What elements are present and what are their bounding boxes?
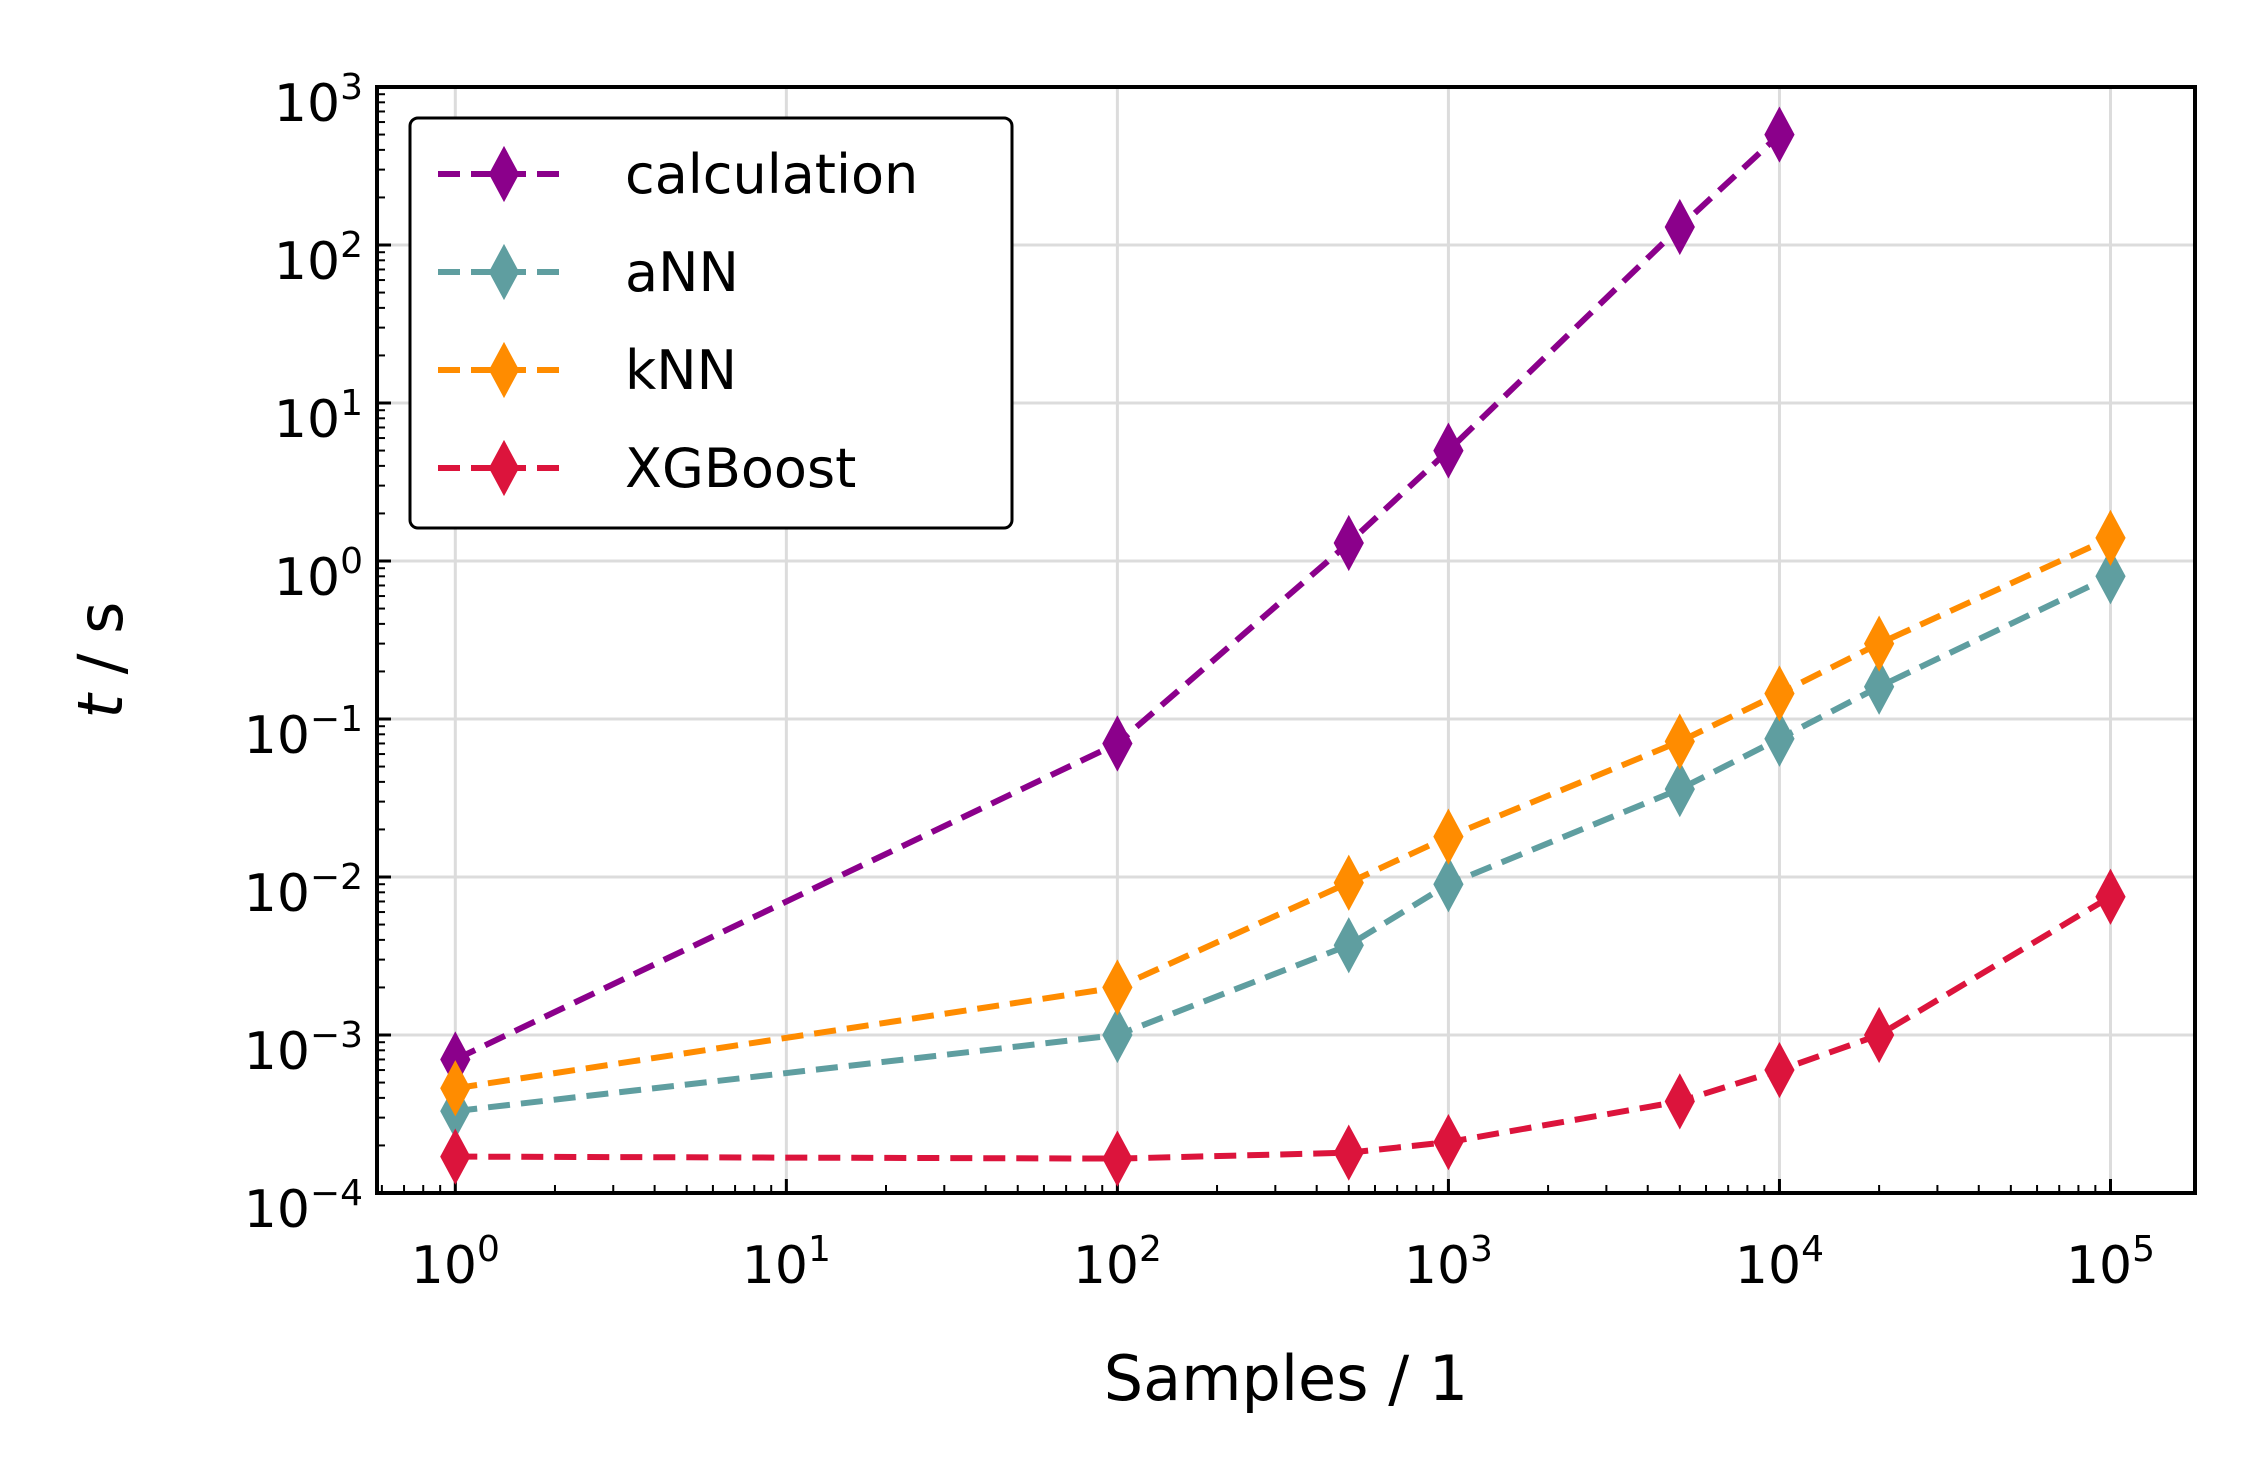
data-point xyxy=(1863,1006,1895,1064)
data-point xyxy=(1863,658,1895,715)
x-tick-label: 100 xyxy=(411,1229,500,1296)
legend-item-knn: kNN xyxy=(438,339,737,402)
legend-item-xgboost: XGBoost xyxy=(438,437,856,500)
data-point xyxy=(1433,422,1464,479)
y-axis-label: t / s xyxy=(64,602,137,719)
y-tick-label: 10−2 xyxy=(244,857,363,924)
data-point xyxy=(1333,1124,1364,1181)
data-point xyxy=(1433,808,1464,865)
series-calculation xyxy=(440,106,1795,1088)
legend-label: XGBoost xyxy=(625,437,856,500)
data-point xyxy=(1433,1113,1464,1171)
x-axis-label: Samples / 1 xyxy=(1104,1342,1469,1415)
y-tick-label: 100 xyxy=(274,541,363,608)
legend-marker xyxy=(488,439,520,497)
legend-box xyxy=(408,116,1014,530)
data-point xyxy=(1764,665,1795,722)
x-tick-label: 101 xyxy=(742,1229,831,1296)
plot-frame xyxy=(375,85,2197,1195)
legend-label: kNN xyxy=(625,339,737,402)
y-tick-label: 101 xyxy=(274,383,363,450)
legend-item-calculation: calculation xyxy=(438,143,918,206)
x-tick-labels: 100 101 102 103 104 105 xyxy=(411,1229,2155,1296)
series-line xyxy=(454,132,1782,1063)
legend-label: calculation xyxy=(625,143,918,206)
y-axis-label-symbol: t xyxy=(64,691,137,718)
x-tick-label: 102 xyxy=(1073,1229,1162,1296)
data-point xyxy=(440,1128,471,1185)
data-point xyxy=(1664,713,1695,770)
data-point xyxy=(1764,106,1795,163)
data-point xyxy=(1664,760,1695,818)
data-point xyxy=(1333,917,1364,974)
legend: calculation aNN kNN XGBoost xyxy=(408,116,1014,530)
y-axis-label-unit: / s xyxy=(64,602,137,695)
data-point xyxy=(1764,710,1795,767)
y-tick-labels: 10−4 10−3 10−2 10−1 100 101 102 103 xyxy=(244,67,363,1240)
y-tick-label: 103 xyxy=(274,67,363,134)
legend-marker xyxy=(488,243,520,301)
data-point xyxy=(1863,615,1895,672)
series-layer xyxy=(440,106,2126,1187)
y-tick-label: 10−3 xyxy=(244,1015,363,1082)
data-point xyxy=(1333,514,1364,572)
data-point xyxy=(1102,1006,1133,1064)
legend-label: aNN xyxy=(625,241,739,304)
legend-marker xyxy=(488,145,520,203)
data-point xyxy=(1664,1073,1695,1130)
series-line xyxy=(454,535,2112,1092)
data-point xyxy=(1333,854,1364,911)
x-tick-label: 104 xyxy=(1735,1229,1824,1296)
data-point xyxy=(1102,715,1133,772)
y-tick-label: 10−4 xyxy=(244,1173,363,1240)
legend-item-ann: aNN xyxy=(438,241,739,304)
data-point xyxy=(1433,856,1464,913)
series-line xyxy=(455,894,2113,1162)
data-point xyxy=(1102,1130,1133,1187)
data-point xyxy=(1764,1041,1795,1099)
data-point xyxy=(1664,198,1695,256)
data-point xyxy=(2095,509,2126,567)
data-point xyxy=(2095,548,2126,605)
data-point xyxy=(2095,868,2126,925)
data-point xyxy=(1102,959,1133,1016)
y-tick-label: 102 xyxy=(274,225,363,292)
series-knn xyxy=(440,509,2126,1117)
series-xgboost xyxy=(440,868,2126,1187)
x-tick-label: 103 xyxy=(1404,1229,1493,1296)
legend-marker xyxy=(488,341,520,399)
x-tick-label: 105 xyxy=(2066,1229,2155,1296)
data-point xyxy=(440,1060,471,1117)
series-line xyxy=(454,573,2112,1115)
y-tick-label: 10−1 xyxy=(244,699,363,766)
